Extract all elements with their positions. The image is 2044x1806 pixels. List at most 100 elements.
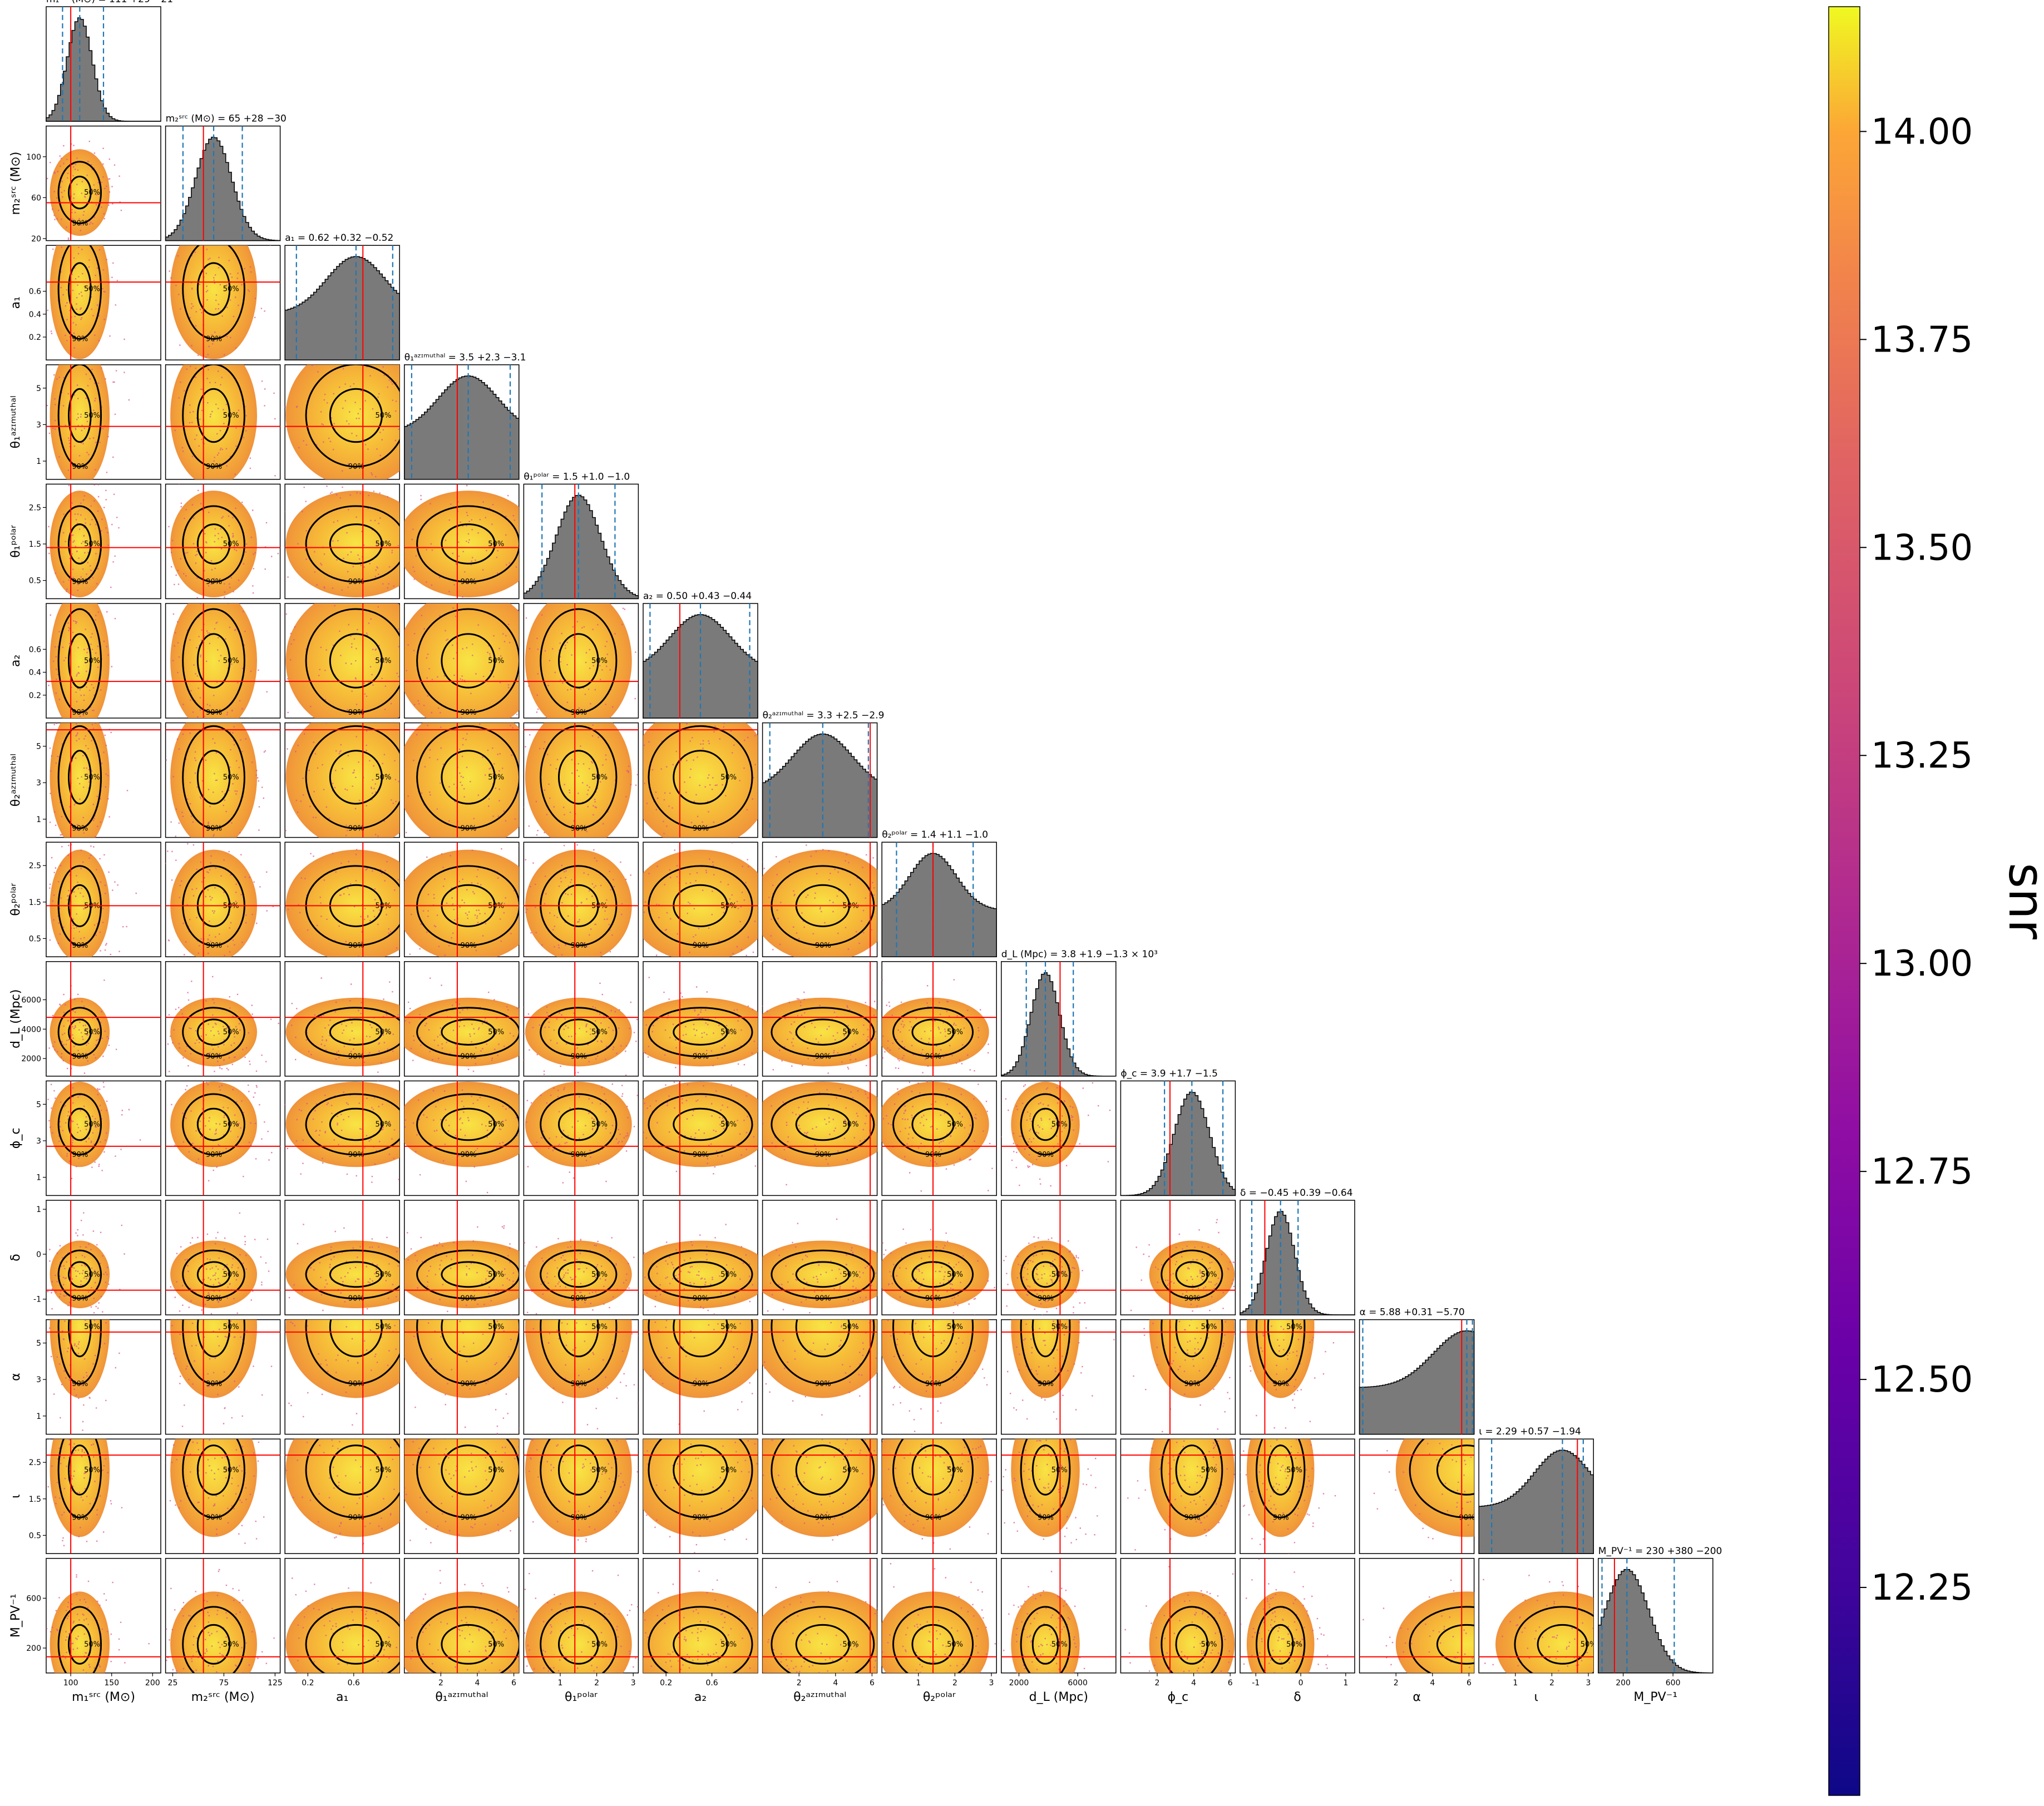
contour-label-50: 50%	[376, 1028, 392, 1037]
scatter-panel-delta-vs-phic: 50% 90%	[1120, 1200, 1236, 1315]
scatter-panel-t2a-vs-a1: 50% 90%	[284, 722, 400, 838]
contour-90	[1161, 1319, 1223, 1385]
contour-50	[1537, 1624, 1588, 1665]
x-axis-label-a2: a₂	[694, 1690, 707, 1704]
scatter-panel-t2p-vs-t1p: 50%90%	[523, 842, 639, 957]
scatter-panel-t1a-vs-m1: 50% 90%	[46, 364, 161, 480]
contour-50	[441, 750, 496, 805]
contour-label-50: 50%	[488, 1028, 504, 1037]
x-tick-label: 0.2	[302, 1679, 314, 1688]
contour-50	[196, 1444, 231, 1496]
contour-label-50: 50%	[84, 1028, 100, 1037]
contour-label-50: 50%	[843, 1028, 859, 1037]
histogram-panel-t2p: θ₂ᵖᵒˡᵃʳ = 1.4 +1.1 −1.0	[881, 829, 997, 957]
contour-90	[57, 1606, 102, 1673]
contour-50	[329, 388, 383, 443]
scatter-panel-iota-vs-t2a: 50% 90%	[762, 1438, 878, 1554]
posterior-cloud	[762, 997, 877, 1067]
y-axis-label-phic: ϕ_c	[9, 1128, 23, 1149]
posterior-cloud	[643, 1591, 758, 1673]
scatter-panel-mpv-vs-iota: 50% 90%	[1478, 1558, 1594, 1674]
scatter-panel-mpv-vs-delta: 50% 90%	[1240, 1558, 1355, 1674]
contour-label-90: 90%	[693, 1294, 709, 1303]
contour-50	[68, 262, 92, 316]
scatter-panel-phic-vs-dL: 50% 90%	[1001, 1080, 1117, 1196]
posterior-cloud	[643, 1439, 758, 1537]
y-tick-label: 1	[36, 1205, 41, 1214]
posterior-cloud	[404, 1591, 519, 1673]
y-axis-label-iota: ι	[9, 1494, 23, 1498]
contour-label-90: 90%	[206, 942, 222, 950]
x-tick-label: 25	[168, 1679, 178, 1688]
posterior-cloud	[762, 849, 877, 957]
colorbar-tick-label: 13.25	[1871, 735, 1973, 776]
x-axis-label-delta: δ	[1293, 1690, 1301, 1704]
contour-label-50: 50%	[720, 1028, 737, 1037]
posterior-cloud	[1495, 1591, 1594, 1673]
contour-label-50: 50%	[843, 1640, 859, 1649]
scatter-panel-delta-vs-t1p: 50% 90%	[523, 1200, 639, 1315]
contour-label-50: 50%	[84, 1270, 100, 1279]
contour-label-50: 50%	[720, 1120, 737, 1129]
x-tick-label: 4	[1430, 1679, 1435, 1688]
contour-90	[648, 1606, 753, 1673]
y-tick-label: 0.2	[29, 333, 41, 342]
contour-50	[68, 1107, 92, 1141]
scatter-panel-phic-vs-t2a: 50% 90%	[762, 1080, 878, 1196]
contour-label-90: 90%	[348, 1294, 364, 1303]
colorbar-label: snr	[1998, 863, 2044, 940]
contour-90	[771, 1606, 875, 1673]
y-tick-label: 0.4	[29, 310, 41, 319]
scatter-panel-t1p-vs-a1: 50% 90%	[284, 483, 400, 600]
contour-90	[416, 505, 519, 583]
posterior-cloud	[643, 1240, 758, 1309]
contour-label-50: 50%	[843, 1120, 859, 1129]
scatter-panel-mpv-vs-m1: 50%90%	[46, 1558, 161, 1674]
contour-50	[795, 1624, 851, 1665]
contour-label-50: 50%	[376, 1466, 392, 1475]
contour-50	[68, 175, 92, 210]
scatter-panel-mpv-vs-a2: 50%90%	[643, 1558, 758, 1674]
posterior-cloud	[525, 1591, 632, 1673]
contour-90	[182, 1606, 245, 1673]
contour-label-90: 90%	[461, 709, 477, 717]
x-tick-label: 2	[797, 1679, 802, 1688]
posterior-cloud	[525, 1319, 632, 1398]
contour-label-90: 90%	[571, 1678, 587, 1686]
posterior-cloud	[170, 1591, 257, 1673]
histogram-title: θ₁ᵃᶻᶦᵐᵘᵗʰᵃˡ = 3.5 +2.3 −3.1	[404, 352, 526, 363]
scatter-panel-a2-vs-m2: 50% 90%	[165, 603, 281, 719]
scatter-panel-mpv-vs-a1: 50%90%	[284, 1558, 400, 1674]
scatter-panel-phic-vs-m2: 50% 90%	[165, 1080, 281, 1196]
scatter-panel-dL-vs-a2: 50% 90%	[643, 961, 758, 1077]
contour-50	[68, 523, 92, 565]
x-axis-label-alpha: α	[1413, 1690, 1421, 1704]
contour-90	[305, 1007, 400, 1057]
posterior-cloud	[1395, 1439, 1474, 1537]
scatter-panel-delta-vs-t2a: 50% 90%	[762, 1200, 878, 1315]
posterior-cloud	[762, 1240, 877, 1309]
contour-label-50: 50%	[84, 1120, 100, 1129]
contour-label-90: 90%	[72, 1380, 88, 1388]
contour-label-50: 50%	[488, 1270, 504, 1279]
posterior-samples	[882, 1228, 995, 1315]
contour-label-50: 50%	[591, 1270, 608, 1279]
scatter-panel-alpha-vs-delta: 50% 90%	[1240, 1319, 1355, 1435]
contour-90	[57, 364, 102, 468]
scatter-panel-iota-vs-t2p: 50%90%	[881, 1438, 997, 1554]
contour-label-50: 50%	[947, 1466, 963, 1475]
contour-label-50: 50%	[488, 1323, 504, 1332]
contour-90	[771, 1249, 875, 1299]
x-tick-label: 6000	[1068, 1679, 1088, 1688]
contour-label-90: 90%	[815, 1151, 831, 1159]
x-axis-label-m2: m₂ˢʳᶜ (M⊙)	[191, 1690, 255, 1704]
contour-label-90: 90%	[815, 1380, 831, 1388]
contour-90	[57, 245, 102, 340]
contour-50	[1436, 1444, 1474, 1496]
histogram-panel-a2: a₂ = 0.50 +0.43 −0.44	[643, 591, 758, 719]
contour-90	[416, 1319, 519, 1385]
y-tick-label: 3	[36, 779, 41, 788]
x-axis-label-t2a: θ₂ᵃᶻᶦᵐᵘᵗʰᵃˡ	[793, 1690, 846, 1704]
contour-label-50: 50%	[591, 1640, 608, 1649]
contour-50	[795, 1107, 851, 1141]
